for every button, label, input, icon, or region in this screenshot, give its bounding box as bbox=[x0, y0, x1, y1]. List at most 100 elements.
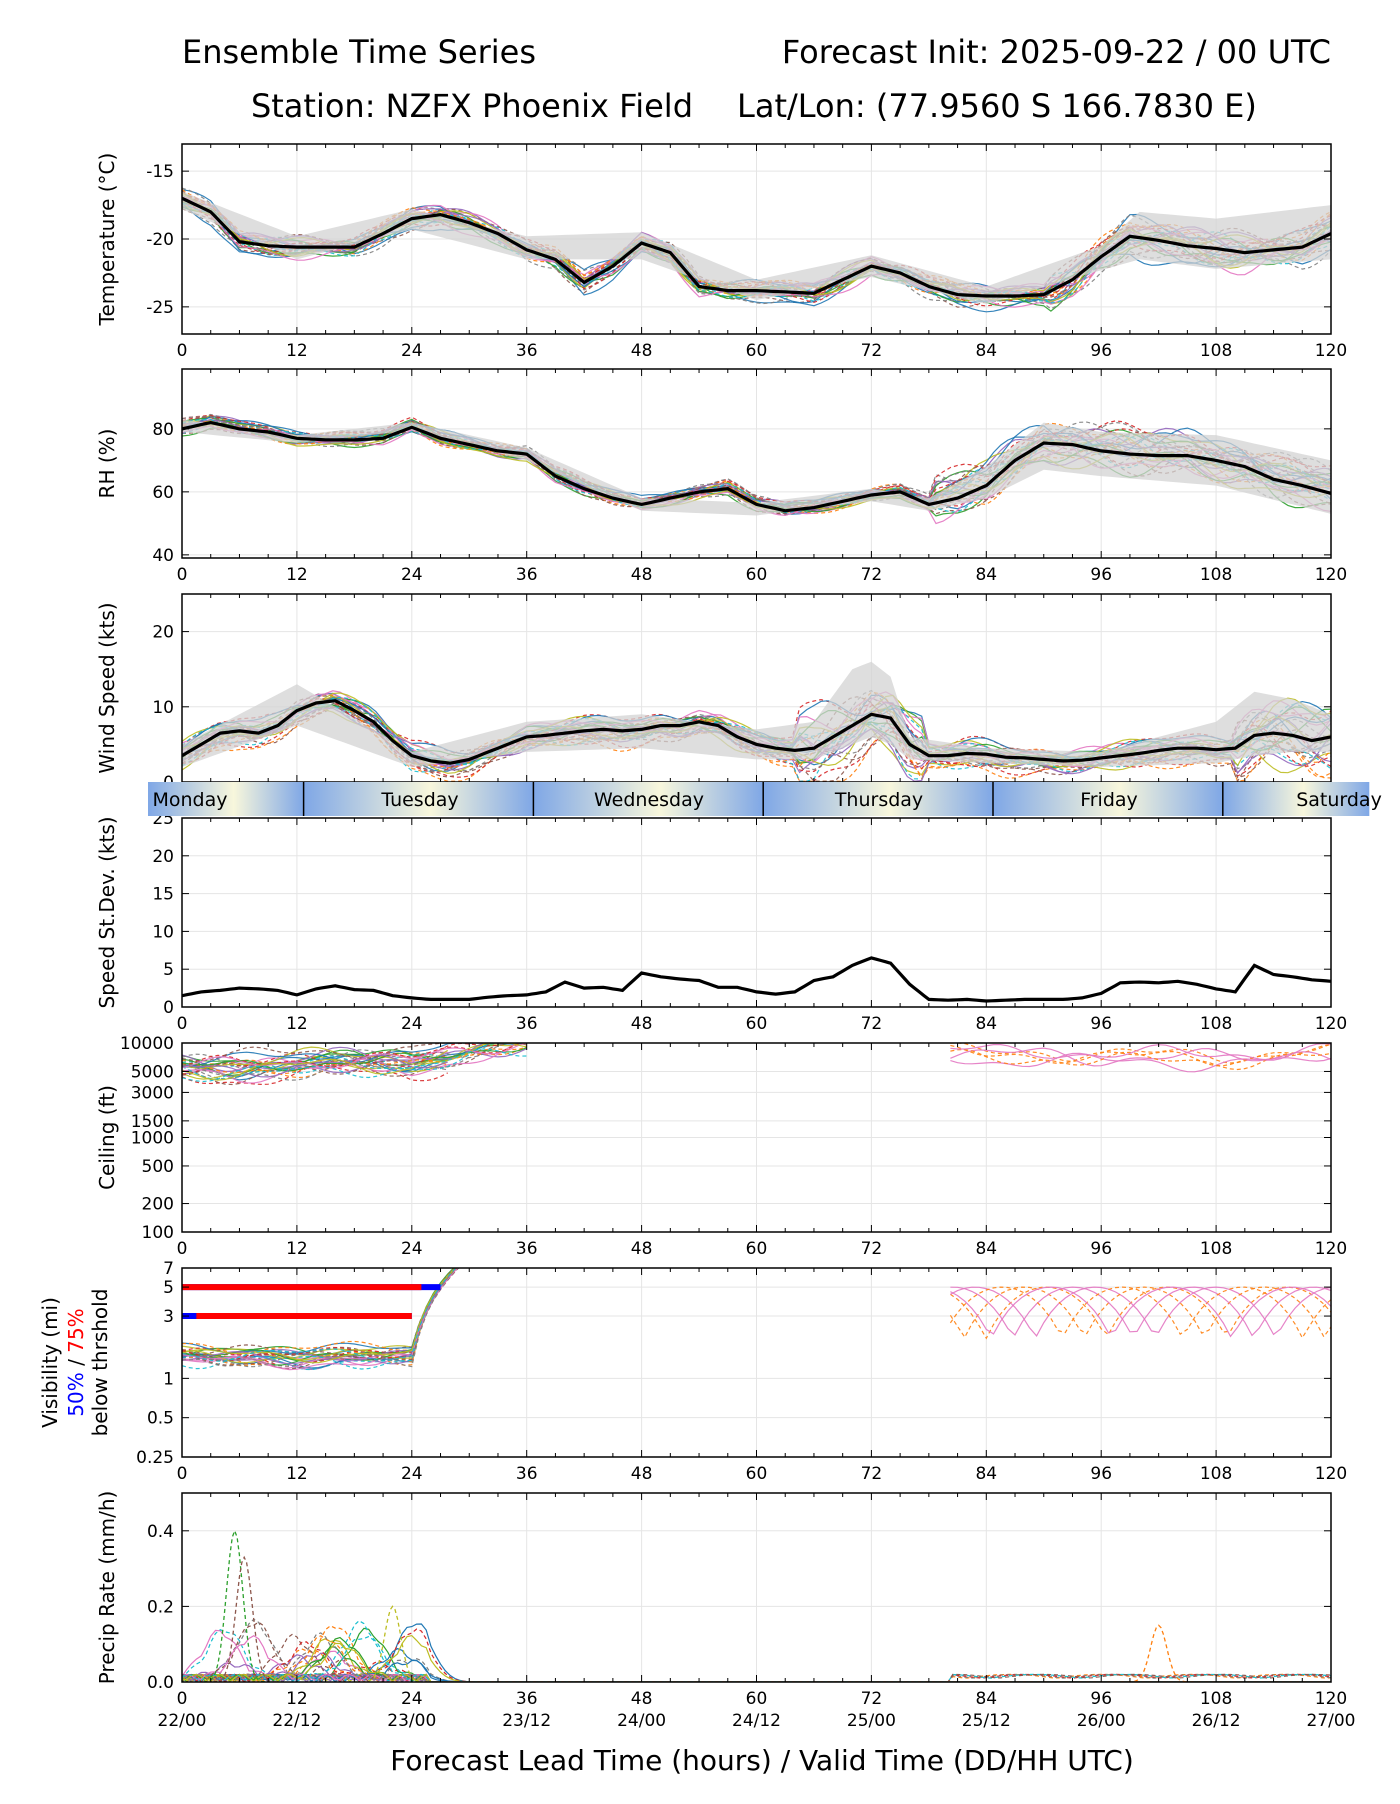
y-axis-label-thresholds: 50% / 75% bbox=[64, 1308, 88, 1416]
y-tick-label: 5000 bbox=[131, 1062, 174, 1082]
y-axis-label: Speed St.Dev. (kts) bbox=[95, 816, 119, 1008]
x-tick-label: 84 bbox=[975, 1014, 997, 1034]
x-tick-label: 84 bbox=[975, 1239, 997, 1259]
y-tick-label: 80 bbox=[152, 420, 174, 440]
ensemble-member-line bbox=[182, 1658, 1331, 1682]
x-tick-label: 108 bbox=[1200, 1239, 1232, 1259]
ensemble-member-line bbox=[950, 1286, 1331, 1337]
x-tick-label: 60 bbox=[746, 341, 768, 361]
y-tick-label: 60 bbox=[152, 483, 174, 503]
ensemble-member-line bbox=[950, 1043, 1331, 1067]
y-tick-label: 500 bbox=[142, 1157, 174, 1177]
y-tick-label: 0.0 bbox=[147, 1673, 174, 1693]
x-tick-label: 36 bbox=[516, 1689, 538, 1709]
ensemble-member-line bbox=[182, 1642, 1331, 1682]
ensemble-member-line bbox=[182, 1647, 1331, 1682]
y-tick-label: 0.5 bbox=[147, 1409, 174, 1429]
ensemble-member-line bbox=[182, 1662, 1331, 1682]
y-tick-label: 3000 bbox=[131, 1083, 174, 1103]
x-tick-label: 120 bbox=[1315, 341, 1347, 361]
ensemble-member-line bbox=[182, 1043, 527, 1068]
ensemble-member-line bbox=[182, 1043, 527, 1069]
ensemble-member-line bbox=[182, 1065, 448, 1086]
ensemble-member-line bbox=[182, 1268, 459, 1371]
station-label: Station: NZFX Phoenix Field bbox=[251, 87, 693, 125]
x-tick-label: 48 bbox=[631, 1689, 653, 1709]
ensemble-mean-line bbox=[182, 196, 1331, 298]
x-tick-label: 12 bbox=[286, 1014, 308, 1034]
ensemble-member-line bbox=[950, 1286, 1331, 1337]
ensemble-member-line bbox=[182, 1268, 457, 1362]
y-tick-label: 100 bbox=[142, 1223, 174, 1243]
x-tick-label: 72 bbox=[861, 1014, 883, 1034]
valid-time-label: 23/12 bbox=[502, 1711, 551, 1731]
x-tick-label: 36 bbox=[516, 565, 538, 585]
weekday-band: Monday Tuesday Wednesday Thursday Friday Satu… bbox=[148, 782, 1382, 816]
y-tick-label: 7 bbox=[163, 1259, 174, 1279]
x-tick-label: 24 bbox=[401, 1689, 423, 1709]
x-tick-label: 0 bbox=[177, 1239, 188, 1259]
ensemble-member-line bbox=[950, 1051, 1331, 1073]
x-tick-label: 72 bbox=[861, 1239, 883, 1259]
ensemble-member-line bbox=[182, 1048, 527, 1083]
x-tick-label: 60 bbox=[746, 1014, 768, 1034]
x-tick-label: 48 bbox=[631, 1014, 653, 1034]
day-label: Monday bbox=[152, 789, 227, 811]
x-tick-label: 96 bbox=[1090, 1239, 1112, 1259]
x-tick-label: 12 bbox=[286, 1239, 308, 1259]
panel-rh: 0 12 24 36 48 60 72 84 96 108 120 80 60 40 RH (%) bbox=[95, 368, 1347, 585]
y-tick-label: 40 bbox=[152, 546, 174, 566]
y-axis-label: Ceiling (ft) bbox=[95, 1085, 119, 1190]
x-tick-label: 60 bbox=[746, 1239, 768, 1259]
ensemble-member-line bbox=[949, 1286, 1331, 1339]
y-tick-label: -20 bbox=[146, 230, 174, 250]
x-tick-label: 120 bbox=[1315, 565, 1347, 585]
ensemble-member-line bbox=[950, 1286, 1331, 1338]
y-tick-label: 1500 bbox=[131, 1112, 174, 1132]
ensemble-member-line bbox=[182, 1634, 1331, 1682]
y-axis-label: RH (%) bbox=[95, 429, 119, 499]
panel-precip: 22/00 22/12 23/00 23/12 24/00 24/12 25/00 25/12… bbox=[95, 1491, 1356, 1731]
panel-visibility: Visibility (mi) 50% / 75% below thrshold 0 1… bbox=[38, 1259, 1347, 1484]
day-label: Friday bbox=[1080, 789, 1138, 811]
day-band-segment bbox=[993, 782, 1223, 816]
x-tick-label: 120 bbox=[1315, 1464, 1347, 1484]
valid-time-label: 25/12 bbox=[962, 1711, 1011, 1731]
x-tick-label: 0 bbox=[177, 1689, 188, 1709]
label-50pct: 50% bbox=[64, 1372, 88, 1416]
ensemble-mean-line bbox=[182, 699, 1331, 765]
ensemble-member-line bbox=[182, 414, 1331, 503]
x-tick-label: 48 bbox=[631, 341, 653, 361]
x-tick-label: 96 bbox=[1090, 565, 1112, 585]
ensemble-member-line bbox=[182, 1635, 1331, 1682]
x-tick-label: 0 bbox=[177, 565, 188, 585]
x-tick-label: 0 bbox=[177, 341, 188, 361]
x-tick-label: 36 bbox=[516, 1464, 538, 1484]
valid-time-label: 26/12 bbox=[1192, 1711, 1241, 1731]
x-tick-label: 24 bbox=[401, 1239, 423, 1259]
x-tick-label: 48 bbox=[631, 1239, 653, 1259]
x-tick-label: 36 bbox=[516, 341, 538, 361]
valid-time-label: 24/12 bbox=[732, 1711, 781, 1731]
valid-time-label: 27/00 bbox=[1307, 1711, 1356, 1731]
x-tick-label: 36 bbox=[516, 1014, 538, 1034]
x-tick-label: 96 bbox=[1090, 1464, 1112, 1484]
x-tick-label: 108 bbox=[1200, 565, 1232, 585]
ensemble-members bbox=[182, 1268, 1331, 1371]
x-tick-label: 108 bbox=[1200, 341, 1232, 361]
y-tick-label: 10000 bbox=[120, 1034, 174, 1054]
x-tick-label: 12 bbox=[286, 565, 308, 585]
day-label: Wednesday bbox=[594, 789, 704, 811]
x-tick-label: 84 bbox=[975, 341, 997, 361]
x-tick-label: 96 bbox=[1090, 1014, 1112, 1034]
ensemble-member-line bbox=[182, 698, 1331, 773]
ensemble-member-line bbox=[950, 1048, 1331, 1071]
ensemble-member-line bbox=[182, 1043, 527, 1069]
ensemble-member-line bbox=[182, 1268, 458, 1362]
y-tick-label: 20 bbox=[152, 847, 174, 867]
